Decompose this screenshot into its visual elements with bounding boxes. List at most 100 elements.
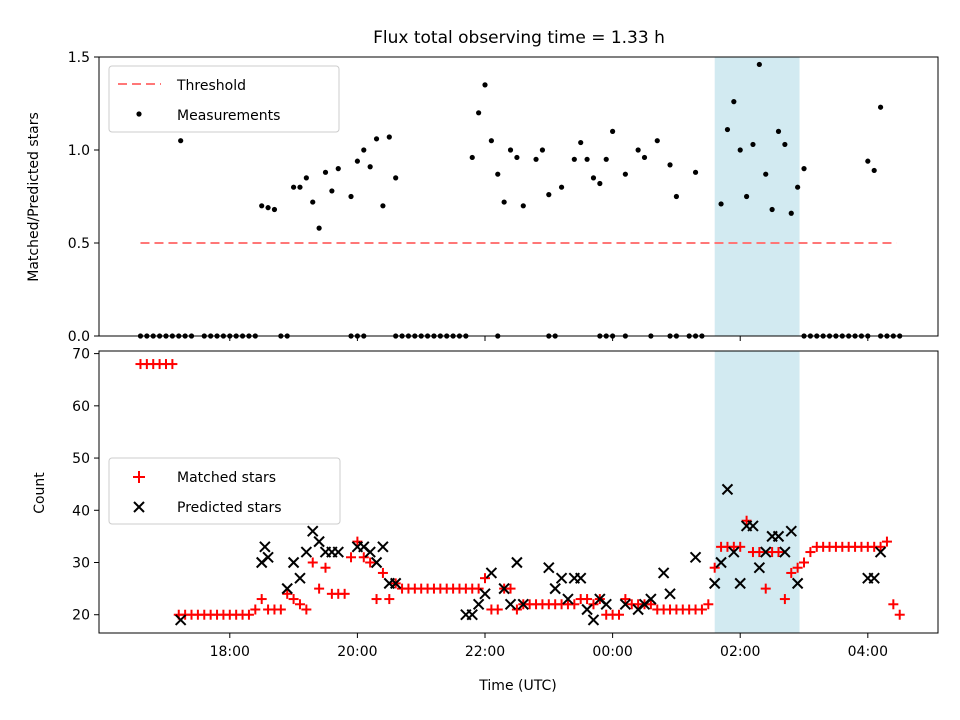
predicted-star-point [504, 598, 517, 610]
predicted-star-point [511, 556, 523, 569]
bottom-y-tick-label: 20 [72, 608, 90, 624]
measurement-point [322, 169, 329, 175]
measurement-point [501, 199, 507, 205]
top-y-tick-label: 0.5 [68, 236, 90, 252]
measurement-point [348, 193, 354, 200]
top-y-axis-label: Matched/Predicted stars [26, 112, 42, 282]
measurement-point [654, 138, 660, 144]
measurement-point [520, 203, 526, 209]
measurement-point [259, 203, 265, 209]
predicted-stars-points [174, 483, 887, 626]
bottom-y-tick-label: 40 [72, 503, 90, 519]
predicted-star-point [517, 598, 529, 610]
predicted-star-point [259, 541, 271, 553]
matched-star-point [371, 594, 382, 605]
bottom-x-ticks: 18:00 20:00 22:00 00:00 02:00 04:00 [210, 633, 888, 660]
predicted-star-point [485, 567, 498, 579]
x-tick-label: 04:00 [848, 644, 888, 660]
matched-star-point [167, 359, 178, 370]
matched-star-point [786, 567, 797, 578]
matched-star-point [275, 604, 286, 615]
top-y-ticks: 0.0 0.5 1.0 1.5 [68, 50, 99, 345]
measurement-point [692, 169, 699, 175]
matched-star-point [473, 583, 484, 594]
matched-star-point [256, 594, 267, 605]
matched-stars-points [135, 359, 905, 620]
predicted-star-point [294, 572, 306, 584]
predicted-star-point [555, 572, 568, 584]
matched-star-point [339, 588, 350, 599]
measurement-point [488, 138, 494, 144]
legend-matched-swatch [133, 471, 145, 483]
matched-star-point [799, 557, 810, 568]
measurement-point [546, 192, 552, 198]
predicted-star-point [377, 541, 389, 553]
measurement-point [571, 156, 577, 162]
top-y-tick-label: 1.0 [68, 143, 90, 159]
predicted-star-point [472, 598, 485, 610]
matched-star-point [480, 573, 491, 584]
measurement-point [539, 147, 546, 153]
legend-measurements-label: Measurements [177, 108, 280, 124]
matched-star-point [301, 604, 312, 615]
predicted-star-point [587, 614, 600, 626]
legend-predicted-swatch [133, 501, 145, 513]
measurement-point [597, 180, 603, 187]
measurement-point [610, 128, 616, 134]
measurement-point [329, 188, 335, 194]
predicted-star-point [785, 525, 797, 537]
matched-star-point [377, 567, 388, 578]
matched-star-point [881, 536, 892, 547]
measurement-point [871, 167, 877, 174]
matched-star-point [620, 594, 631, 605]
matched-star-point [779, 594, 790, 605]
measurement-point [782, 141, 788, 148]
matched-star-point [773, 547, 784, 558]
measurement-point [801, 166, 807, 172]
measurement-point [482, 82, 488, 88]
matched-star-point [760, 583, 771, 594]
predicted-star-point [708, 577, 721, 590]
matched-star-point [492, 604, 503, 615]
x-tick-label: 20:00 [337, 644, 377, 660]
measurement-point [380, 203, 386, 209]
matched-star-point [613, 609, 624, 620]
measurement-point [303, 175, 309, 181]
bottom-plot-frame [98, 350, 939, 634]
measurement-point [718, 201, 724, 207]
matched-star-point [243, 609, 254, 620]
measurement-point [507, 147, 514, 153]
matched-star-point [894, 609, 905, 620]
matched-star-point [709, 562, 720, 573]
predicted-star-point [281, 582, 293, 595]
measurement-point [673, 193, 680, 200]
top-x-ticks [229, 336, 869, 341]
bottom-y-tick-label: 30 [72, 556, 90, 572]
matched-star-point [888, 599, 899, 610]
predicted-star-point [370, 556, 383, 569]
measurement-point [469, 154, 475, 161]
measurement-point [361, 147, 367, 153]
predicted-star-point [779, 546, 791, 558]
predicted-star-point [581, 603, 593, 616]
matched-star-point [365, 557, 376, 568]
bottom-panel: 20 30 40 50 60 70 18:00 20:00 22:00 00:00 02:00 04… [32, 347, 939, 694]
measurement-point [769, 206, 775, 213]
x-tick-label: 22:00 [465, 644, 505, 660]
matched-star-point [741, 515, 752, 526]
predicted-star-point [721, 483, 734, 496]
measurement-point [635, 147, 641, 153]
matched-star-point [307, 557, 318, 568]
matched-star-point [792, 562, 803, 573]
predicted-star-point [174, 614, 187, 626]
predicted-star-point [753, 562, 766, 574]
measurement-point [795, 184, 801, 190]
top-legend: Threshold Measurements [108, 65, 340, 133]
matched-star-point [588, 599, 599, 610]
matched-star-point [875, 541, 886, 552]
measurement-point [558, 184, 565, 190]
bottom-legend: Matched stars Predicted stars [108, 457, 341, 525]
measurement-point [584, 156, 590, 162]
predicted-star-point [287, 556, 300, 569]
measurement-point [724, 126, 731, 133]
